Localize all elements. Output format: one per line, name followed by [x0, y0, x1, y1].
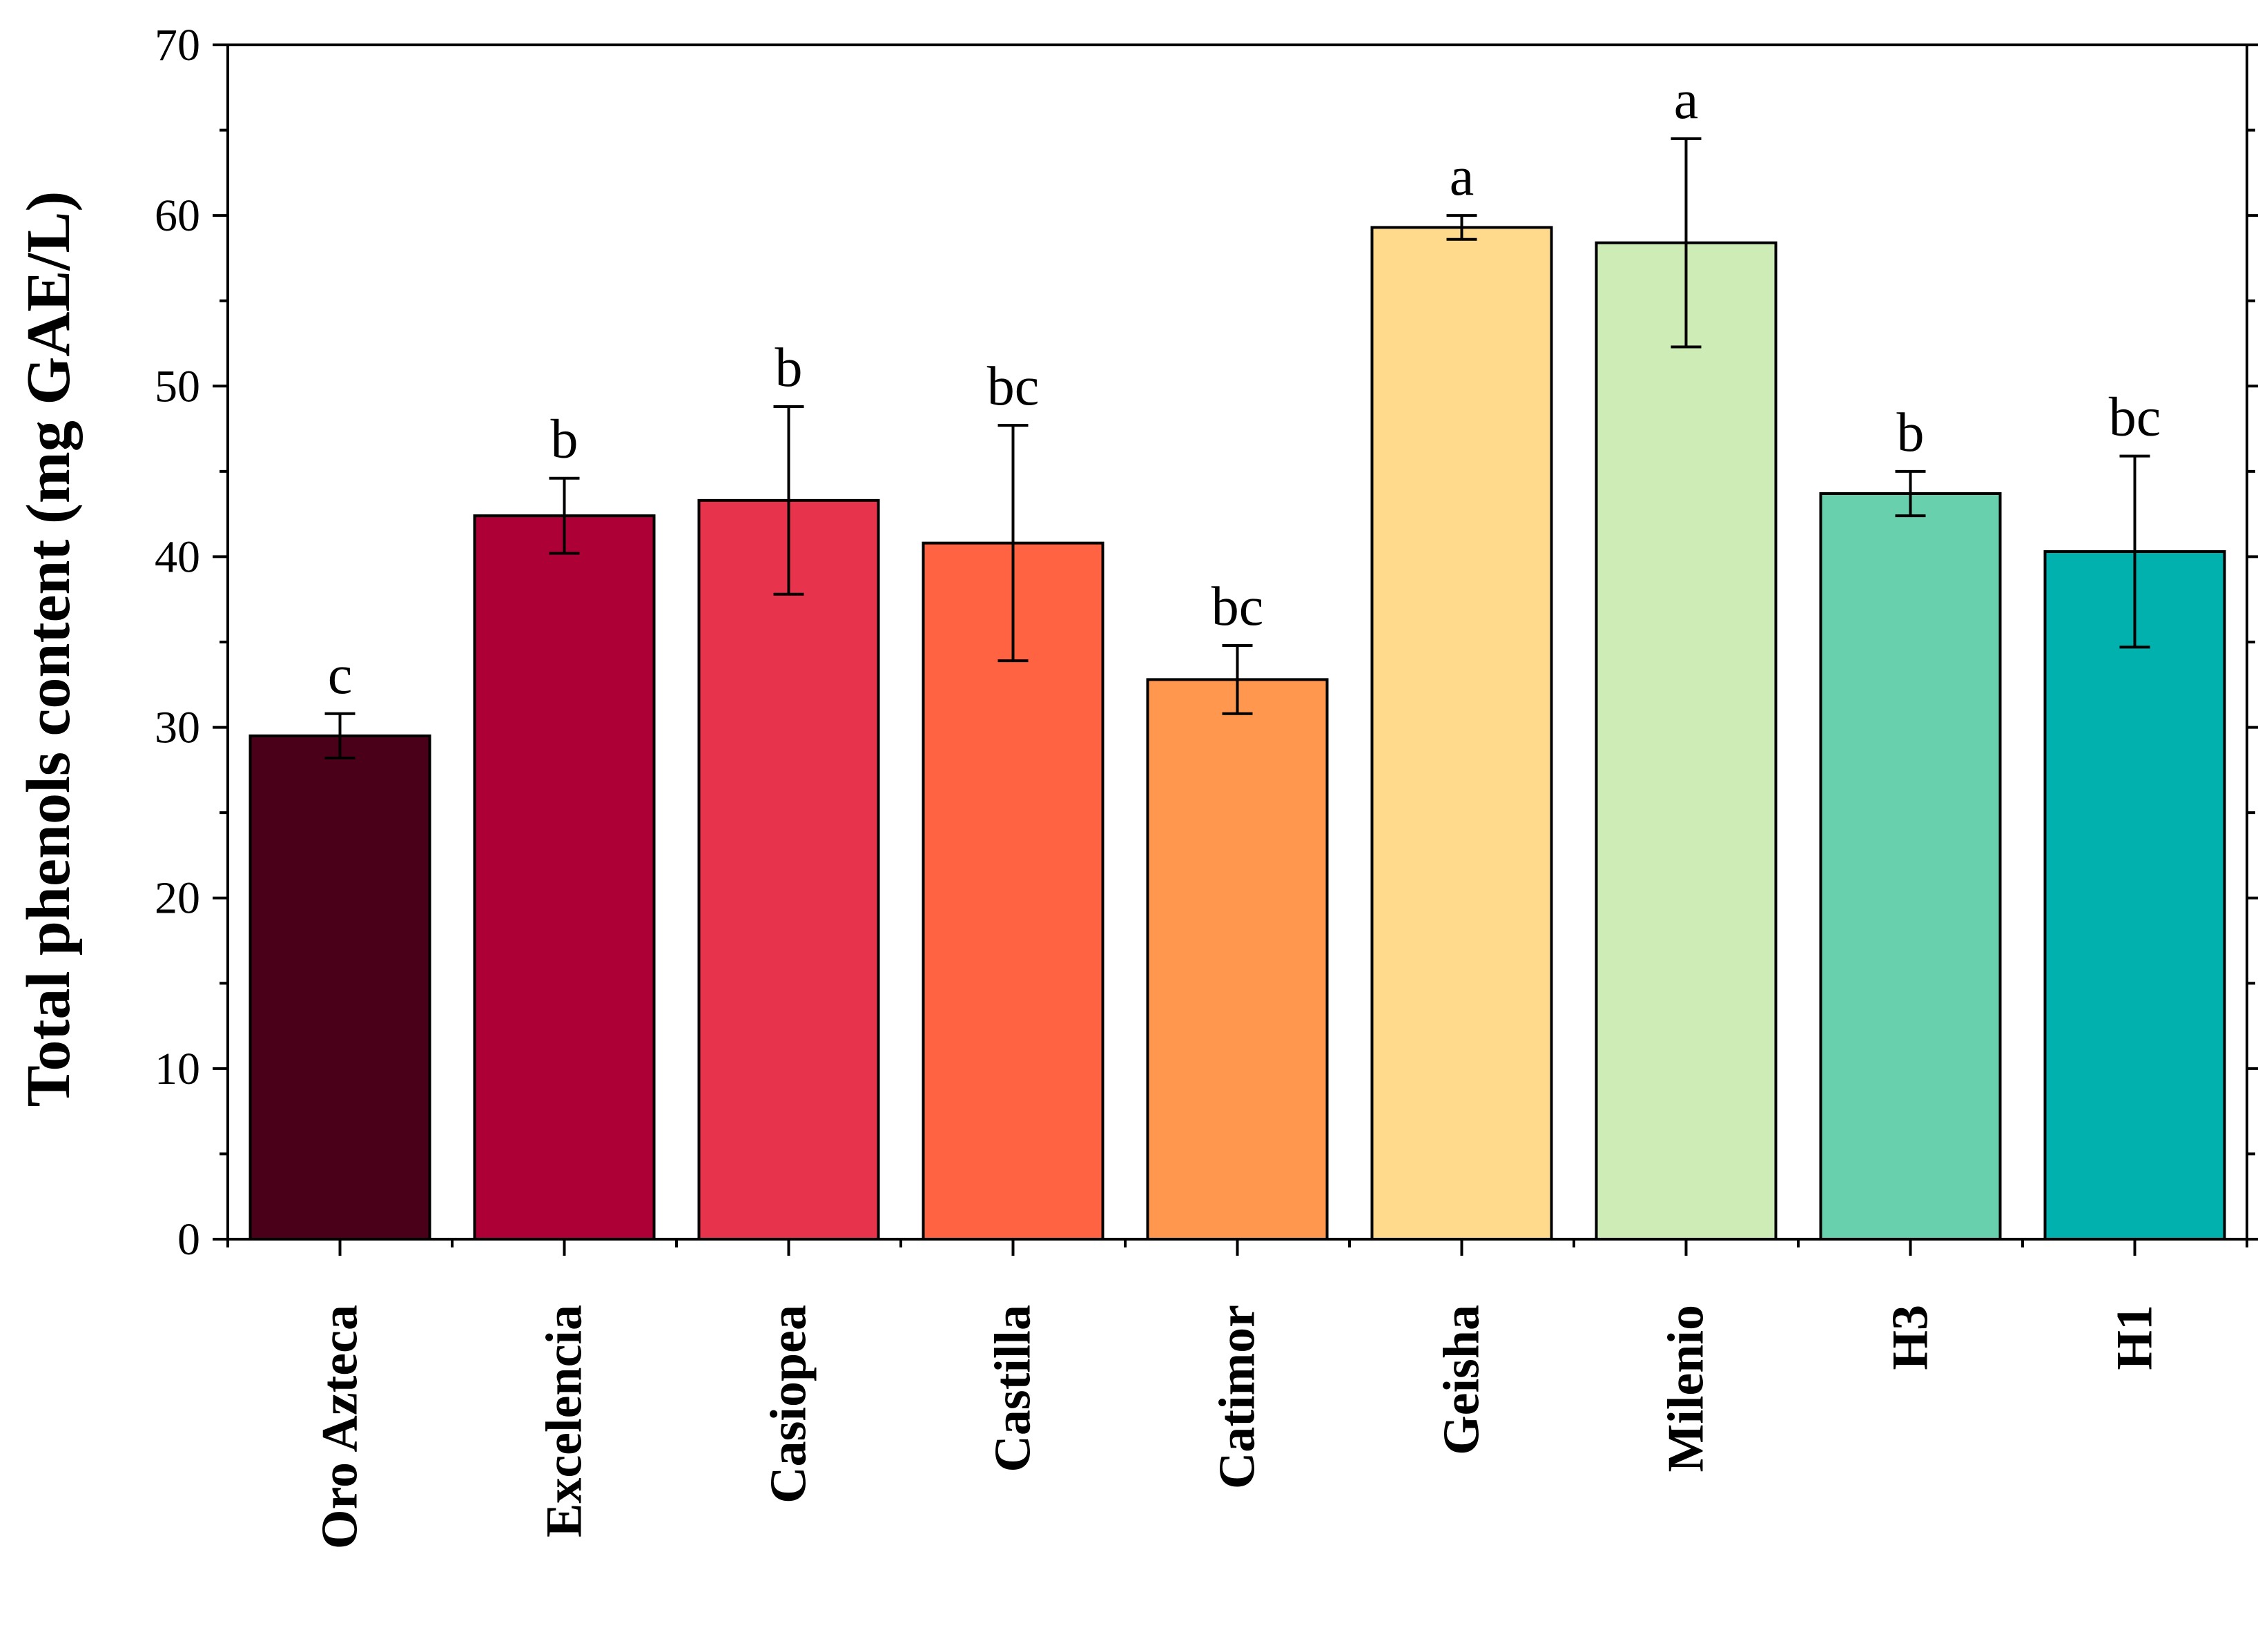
bar-oro-azteca	[249, 734, 431, 1241]
significance-label: bc	[1211, 576, 1264, 637]
y-tick-label: 50	[155, 361, 200, 411]
bar-catimor	[1146, 678, 1329, 1241]
error-bar	[1446, 214, 1477, 241]
y-tick-label: 20	[155, 873, 200, 924]
x-category-label: Catimor	[1209, 1305, 1266, 1489]
error-bar	[773, 405, 804, 596]
y-axis-title-group: Total phenols content (mg GAE/L)	[14, 191, 83, 1107]
significance-label: bc	[2109, 387, 2161, 448]
x-category-label: H3	[1882, 1305, 1939, 1370]
y-tick-label: 10	[155, 1044, 200, 1094]
significance-label: b	[551, 409, 578, 470]
error-bar	[1895, 469, 1926, 518]
error-bar	[2119, 454, 2150, 649]
significance-label: a	[1450, 146, 1474, 207]
y-ticks-group: 0 10 20 30 40 50 60 70	[155, 20, 2258, 1265]
significance-label: b	[1897, 402, 1925, 463]
y-tick-label: 0	[177, 1214, 200, 1265]
x-category-label: H1	[2107, 1305, 2163, 1370]
error-bar	[1222, 643, 1253, 715]
y-tick-label: 60	[155, 191, 200, 241]
error-bar	[549, 476, 580, 555]
error-bar	[324, 712, 356, 760]
significance-label: c	[328, 645, 353, 706]
bar-h3	[1819, 492, 2002, 1241]
x-category-label: Castilla	[985, 1305, 1042, 1473]
significance-label: bc	[987, 356, 1040, 417]
x-category-label: Geisha	[1434, 1305, 1490, 1455]
y-tick-label: 70	[155, 20, 200, 70]
error-bars-group	[324, 137, 2150, 760]
significance-label: a	[1674, 70, 1699, 130]
significance-labels-group: c b b bc bc a a b bc	[328, 70, 2161, 706]
x-category-label: Oro Azteca	[312, 1305, 369, 1549]
x-category-label: Milenio	[1658, 1305, 1715, 1473]
bar-casiopea	[697, 498, 880, 1241]
y-tick-label: 40	[155, 532, 200, 582]
bar-milenio	[1595, 241, 1778, 1241]
bar-h1	[2043, 550, 2226, 1241]
bar-geisha	[1370, 226, 1553, 1241]
error-bar	[997, 424, 1029, 663]
x-category-label: Casiopea	[761, 1305, 817, 1504]
bars-group	[249, 226, 2226, 1241]
y-tick-label: 30	[155, 703, 200, 753]
bar-excelencia	[473, 514, 656, 1241]
error-bar	[1671, 137, 1702, 349]
x-ticks-group: Oro Azteca Excelencia Casiopea Castilla Cati…	[226, 1239, 2248, 1549]
y-axis-title: Total phenols content (mg GAE/L)	[14, 191, 83, 1107]
significance-label: b	[775, 338, 803, 398]
x-category-label: Excelencia	[536, 1305, 593, 1537]
